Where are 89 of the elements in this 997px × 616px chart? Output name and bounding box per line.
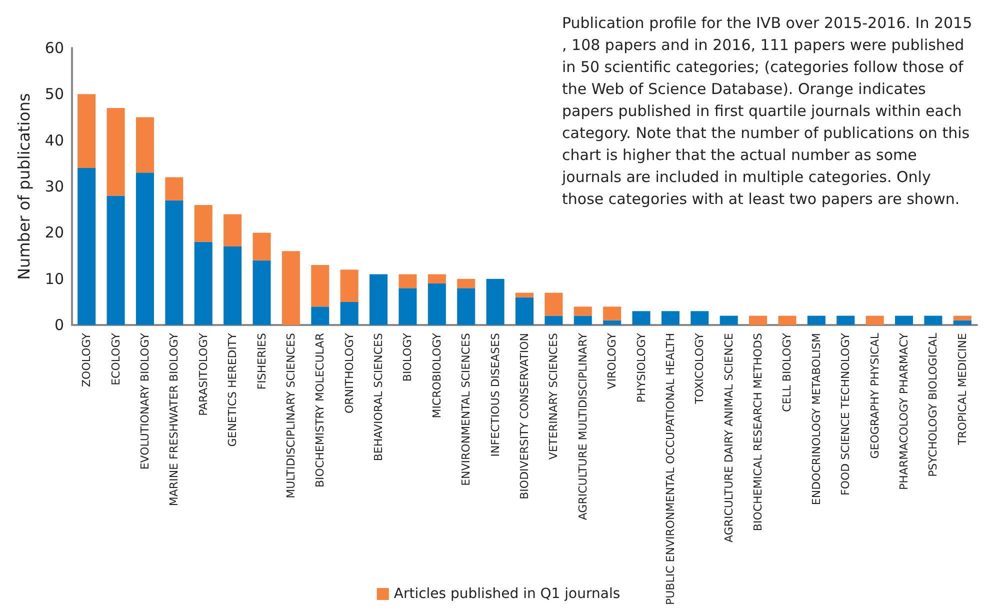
bar <box>194 204 212 242</box>
bar <box>953 316 972 320</box>
bar <box>428 283 446 326</box>
x-tick-label: AGRICULTURE DAIRY ANIMAL SCIENCE <box>722 332 736 543</box>
x-tick-label: PUBLIC ENVIRONMENTAL OCCUPATIONAL HEALTH <box>664 333 677 606</box>
bar <box>311 265 330 307</box>
x-tick-label: FOOD SCIENCE TECHNOLOGY <box>839 332 852 496</box>
bar <box>749 316 768 326</box>
x-tick-label: MICROBIOLOGY <box>430 332 444 418</box>
x-tick-label: ENVIRONMENTAL SCIENCES <box>460 333 473 486</box>
x-tick-label: VIROLOGY <box>606 332 619 390</box>
bar <box>690 311 709 326</box>
bar <box>252 260 271 326</box>
bar <box>457 288 476 326</box>
bar <box>544 292 563 316</box>
bar <box>370 274 388 326</box>
bar <box>603 306 622 320</box>
y-tick-label: 50 <box>44 85 64 104</box>
x-tick-label: BIOLOGY <box>401 332 414 382</box>
bar <box>252 232 271 260</box>
x-tick-label: VETERINARY SCIENCES <box>547 333 560 460</box>
bar <box>457 278 476 288</box>
y-tick-label: 0 <box>54 316 64 334</box>
x-tick-label: AGRICULTURE MULTIDISCIPLINARY <box>576 332 590 520</box>
bar <box>398 274 417 288</box>
y-tick-label: 10 <box>44 270 64 288</box>
bar <box>106 196 125 326</box>
x-tick-label: INFECTIOUS DISEASES <box>488 333 502 457</box>
bar <box>953 320 972 326</box>
bar <box>136 117 154 173</box>
text: Publication profile for the IVB over 2015-2016. In 2015, 108 papers and in 2016, 111 papers were published in 50 scientific categories; (categories follow those of the Web of Science Database). Orange indicates papers published in first quartile journals within each category. Note that the number of publications on this chart is higher that the actual number as some journals are included in multiple categories. Only those categories with at least two papers are shown. <box>562 14 972 208</box>
bar <box>895 316 914 326</box>
bar <box>516 297 534 326</box>
x-tick-label: PARASITOLOGY <box>196 332 210 416</box>
bar <box>807 316 826 326</box>
bar <box>165 200 184 326</box>
bar <box>224 246 242 326</box>
bar <box>340 270 358 302</box>
x-tick-label: ECOLOGY <box>109 332 122 386</box>
x-tick-label: BIOCHEMISTRY MOLECULAR <box>314 332 327 488</box>
bar <box>836 316 855 326</box>
bar <box>516 292 534 298</box>
bar <box>106 108 125 196</box>
y-tick-label: 40 <box>44 131 64 150</box>
bar <box>720 316 738 326</box>
y-tick-label: 30 <box>44 178 64 196</box>
bar <box>311 306 330 326</box>
bar <box>778 316 796 326</box>
x-tick-label: TOXICOLOGY <box>693 332 706 405</box>
x-tick-label: BIODIVERSITY CONSERVATION <box>518 333 531 500</box>
x-tick-label: CELL BIOLOGY <box>780 332 794 412</box>
x-tick-label: FISHERIES <box>255 333 268 390</box>
x-tick-label: MULTIDISCIPLINARY SCIENCES <box>284 333 298 498</box>
legend-label: Articles published in Q1 journals <box>394 586 620 602</box>
bar <box>78 168 96 326</box>
x-tick-label: ENDOCRINOLOGY METABOLISM <box>810 333 823 506</box>
bar <box>486 278 504 326</box>
bar <box>340 302 358 326</box>
x-tick-label: GEOGRAPHY PHYSICAL <box>868 332 882 459</box>
bar <box>632 311 650 326</box>
x-tick-label: PHARMACOLOGY PHARMACY <box>898 332 911 490</box>
x-tick-label: EVOLUTIONARY BIOLOGY <box>138 332 152 470</box>
bar <box>866 316 884 326</box>
bar <box>574 316 592 326</box>
y-tick-label: 20 <box>44 224 64 242</box>
x-tick-label: GENETICS HEREDITY <box>226 332 240 447</box>
x-tick-label: ZOOLOGY <box>80 332 94 387</box>
x-tick-label: ORNITHOLOGY <box>342 332 356 414</box>
bar <box>282 251 300 326</box>
bar <box>224 214 242 247</box>
y-tick-label: 60 <box>44 39 64 57</box>
bar <box>544 316 563 326</box>
x-tick-label: BEHAVIORAL SCIENCES <box>372 333 386 462</box>
bar <box>574 306 592 316</box>
bar <box>924 316 942 326</box>
bar <box>165 177 184 200</box>
x-tick-label: MARINE FRESHWATER BIOLOGY <box>168 332 181 506</box>
bar <box>78 94 96 168</box>
x-tick-label: BIOCHEMICAL RESEARCH METHODS <box>752 333 765 532</box>
bar <box>398 288 417 326</box>
bar <box>194 242 212 326</box>
x-tick-label: TROPICAL MEDICINE <box>956 333 969 446</box>
x-tick-label: PSYCHOLOGY BIOLOGICAL <box>926 332 940 477</box>
bar <box>136 172 154 326</box>
bar <box>428 274 446 284</box>
bar <box>661 311 680 326</box>
x-tick-label: PHYSIOLOGY <box>634 332 648 403</box>
y-axis-title: Number of publications <box>14 93 34 280</box>
bar <box>603 320 622 326</box>
